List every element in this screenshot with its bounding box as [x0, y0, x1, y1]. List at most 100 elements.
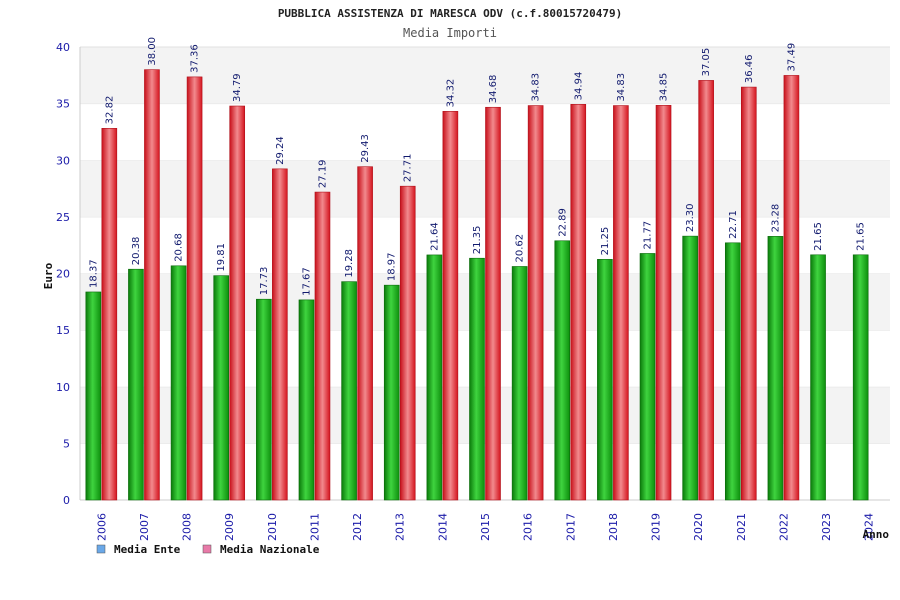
- bar-media-ente-2015: [469, 257, 485, 501]
- x-tick-label: 2012: [351, 513, 364, 541]
- data-label: 23.30: [685, 203, 696, 232]
- bar-media-nazionale-2015: [485, 106, 501, 501]
- y-tick-label: 35: [56, 98, 70, 111]
- bar-media-ente-2022: [767, 236, 784, 501]
- y-tick-label: 30: [56, 154, 70, 167]
- x-tick-label: 2015: [479, 513, 492, 541]
- bar-media-nazionale-2020: [698, 80, 714, 501]
- y-tick-label: 15: [56, 324, 70, 337]
- x-tick-label: 2021: [735, 513, 748, 541]
- x-tick-label: 2020: [692, 513, 705, 541]
- x-tick-label: 2013: [394, 513, 407, 541]
- data-label: 34.83: [531, 73, 542, 102]
- x-tick-labels: 2006 2007 2008 2009 2010 2011 2012 2013 2014 2015…: [95, 513, 875, 541]
- x-tick-label: 2023: [820, 513, 833, 541]
- data-label: 34.32: [445, 79, 456, 108]
- bar-media-ente-2011: [298, 299, 315, 501]
- bar-media-nazionale-2010: [272, 168, 288, 501]
- bar-media-nazionale-2014: [442, 111, 459, 501]
- data-label: 20.38: [131, 237, 142, 266]
- data-label: 34.79: [232, 73, 243, 102]
- bars-group: [85, 69, 869, 501]
- data-label: 22.71: [728, 210, 739, 239]
- data-label: 19.81: [216, 243, 227, 272]
- bar-media-ente-2016: [511, 266, 528, 501]
- x-tick-label: 2017: [564, 513, 577, 541]
- data-label: 27.71: [403, 154, 414, 183]
- y-tick-labels: 0 5 10 15 20 25 30 35 40: [56, 41, 70, 507]
- data-label: 18.97: [387, 253, 398, 282]
- bar-media-nazionale-2012: [357, 166, 373, 501]
- legend-swatch-media-nazionale: [202, 544, 212, 554]
- data-label: 18.37: [88, 259, 99, 288]
- data-label: 34.94: [573, 72, 584, 101]
- data-label: 20.62: [515, 234, 526, 263]
- data-label: 21.65: [856, 222, 867, 251]
- bar-media-ente-2007: [128, 268, 144, 501]
- data-label: 32.82: [104, 96, 115, 125]
- data-label: 37.49: [786, 43, 797, 72]
- x-axis-label: Anno: [863, 528, 890, 541]
- bar-media-ente-2018: [597, 259, 613, 501]
- bar-media-ente-2014: [426, 254, 443, 501]
- data-label: 21.35: [472, 226, 483, 255]
- data-labels-group: 18.37 32.82 20.38 38.00 20.68 37.36 19.81 34.79…: [88, 37, 866, 296]
- data-label: 17.73: [259, 267, 270, 296]
- x-tick-label: 2010: [266, 513, 279, 541]
- x-tick-label: 2014: [436, 513, 449, 541]
- data-label: 21.77: [643, 221, 654, 250]
- bar-media-nazionale-2019: [655, 105, 672, 501]
- data-label: 29.24: [275, 136, 286, 165]
- bar-media-ente-2012: [341, 281, 357, 501]
- y-tick-label: 20: [56, 268, 70, 281]
- bar-media-nazionale-2007: [144, 69, 160, 501]
- data-label: 17.67: [301, 267, 312, 296]
- data-label: 29.43: [360, 134, 371, 163]
- y-tick-label: 10: [56, 381, 70, 394]
- x-tick-label: 2009: [223, 513, 236, 541]
- y-tick-label: 0: [63, 494, 70, 507]
- data-label: 19.28: [344, 249, 355, 278]
- chart-title: PUBBLICA ASSISTENZA DI MARESCA ODV (c.f.…: [278, 7, 622, 20]
- x-tick-label: 2022: [777, 513, 790, 541]
- bar-media-nazionale-2022: [783, 75, 800, 501]
- bar-media-nazionale-2017: [570, 104, 587, 501]
- bar-media-ente-2017: [554, 240, 571, 501]
- data-label: 23.28: [770, 204, 781, 233]
- data-label: 22.89: [557, 208, 568, 237]
- x-tick-label: 2011: [308, 513, 321, 541]
- data-label: 27.19: [317, 159, 328, 188]
- bar-media-nazionale-2018: [613, 105, 629, 501]
- bar-media-ente-2006: [85, 291, 102, 501]
- data-label: 20.68: [174, 233, 185, 262]
- bar-media-nazionale-2011: [314, 191, 331, 501]
- y-tick-label: 25: [56, 211, 70, 224]
- bar-media-ente-2008: [170, 265, 187, 501]
- chart-subtitle: Media Importi: [403, 26, 497, 40]
- y-axis-label: Euro: [42, 262, 55, 289]
- bar-media-ente-2023: [810, 254, 826, 501]
- data-label: 36.46: [744, 54, 755, 83]
- x-tick-label: 2007: [138, 513, 151, 541]
- bar-media-ente-2009: [213, 275, 230, 501]
- data-label: 21.64: [429, 222, 440, 251]
- legend-swatch-media-ente: [96, 544, 106, 554]
- x-tick-label: 2006: [95, 513, 108, 541]
- bar-media-ente-2024: [852, 254, 869, 501]
- x-tick-label: 2008: [181, 513, 194, 541]
- bar-media-nazionale-2021: [740, 86, 757, 501]
- data-label: 37.36: [190, 44, 201, 73]
- x-tick-label: 2024: [863, 513, 876, 541]
- bar-media-ente-2020: [682, 235, 698, 501]
- bar-media-ente-2021: [724, 242, 741, 501]
- bar-media-nazionale-2009: [229, 105, 246, 501]
- y-tick-label: 40: [56, 41, 70, 54]
- x-tick-label: 2018: [607, 513, 620, 541]
- data-label: 38.00: [147, 37, 158, 66]
- data-label: 34.85: [659, 73, 670, 102]
- legend-label-media-nazionale: Media Nazionale: [220, 543, 320, 556]
- bar-media-nazionale-2013: [399, 185, 416, 501]
- bar-media-ente-2013: [383, 284, 400, 501]
- bar-media-ente-2010: [256, 298, 272, 501]
